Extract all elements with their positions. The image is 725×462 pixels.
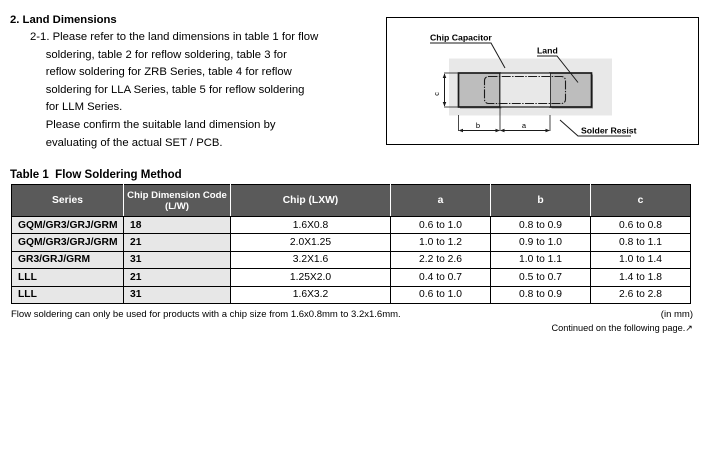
svg-text:Land: Land [537,46,558,56]
svg-text:b: b [476,121,480,130]
svg-text:c: c [432,92,441,96]
svg-text:a: a [522,121,527,130]
svg-text:Chip Capacitor: Chip Capacitor [430,33,492,43]
svg-text:Solder Resist: Solder Resist [581,126,637,136]
